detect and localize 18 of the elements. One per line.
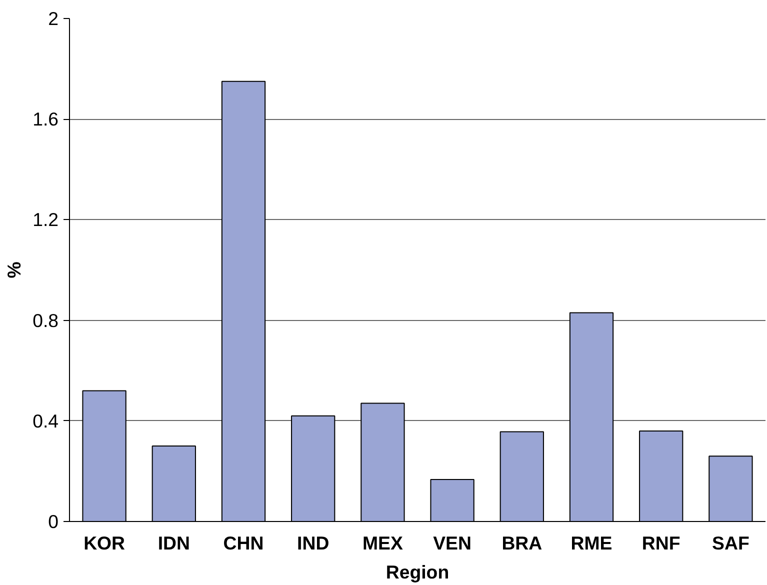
x-tick-label: IND bbox=[297, 532, 330, 554]
y-tick-label: 0.4 bbox=[32, 410, 59, 432]
y-axis-title: % bbox=[4, 261, 25, 278]
x-axis-title: Region bbox=[386, 562, 450, 582]
y-tick-label: 1.6 bbox=[32, 108, 59, 130]
x-tick-label: RNF bbox=[642, 532, 680, 554]
x-tick-label: VEN bbox=[433, 532, 472, 554]
x-tick-label: IDN bbox=[158, 532, 190, 554]
x-tick-label: CHN bbox=[223, 532, 264, 554]
x-tick-label: KOR bbox=[84, 532, 126, 554]
y-tick-label: 1.2 bbox=[32, 209, 59, 230]
y-tick-label: 0.8 bbox=[32, 310, 59, 331]
x-tick-label: BRA bbox=[502, 532, 542, 554]
y-tick-label: 2 bbox=[48, 8, 59, 29]
x-tick-label: RME bbox=[570, 532, 612, 554]
y-tick-label: 0 bbox=[48, 511, 59, 532]
x-tick-label: MEX bbox=[362, 532, 404, 554]
x-tick-label: SAF bbox=[712, 532, 750, 554]
